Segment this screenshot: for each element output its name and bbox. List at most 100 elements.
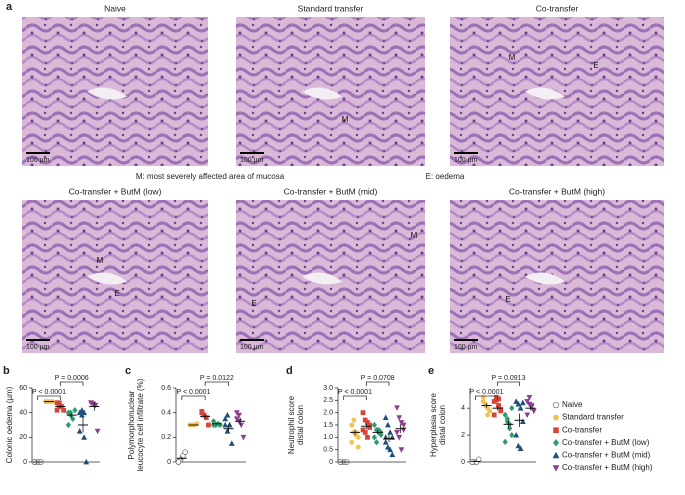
legend-label: Co-transfer + ButM (high) — [562, 463, 653, 472]
y-tick-label: 2 — [461, 432, 465, 439]
y-axis-label: Colonic oedema (µm) — [5, 386, 14, 463]
data-point — [360, 410, 366, 416]
y-tick-label: 60 — [19, 385, 27, 392]
data-point — [513, 398, 520, 404]
y-tick-label: 0.2 — [161, 434, 171, 441]
y-axis-label: leucocyte cell infiltrate (%) — [136, 378, 145, 471]
data-point — [65, 421, 72, 429]
scale-bar — [240, 339, 264, 341]
data-point — [526, 395, 533, 401]
y-tick-label: 20 — [19, 434, 27, 441]
y-tick-label: 1.0 — [323, 434, 333, 441]
data-point — [367, 422, 373, 428]
significance-bracket — [343, 395, 367, 400]
data-point — [72, 407, 78, 414]
region-mark: E — [593, 61, 598, 70]
data-point — [222, 415, 229, 422]
data-point — [553, 427, 559, 433]
data-point — [528, 403, 535, 409]
data-point — [365, 420, 370, 425]
scale-bar — [454, 339, 478, 341]
y-axis-label: Polymorphonuclear — [127, 390, 136, 459]
panel-letter: a — [6, 1, 13, 13]
scale-bar — [240, 152, 264, 154]
data-point — [394, 405, 400, 411]
data-point — [469, 459, 475, 465]
p-value: P = 0.0708 — [361, 375, 395, 382]
data-point — [396, 415, 403, 421]
lumen — [87, 87, 128, 100]
y-tick-label: 40 — [19, 410, 27, 417]
panel-letter: b — [3, 365, 10, 377]
y-tick-label: 0 — [329, 459, 333, 466]
histology-image — [450, 200, 664, 353]
data-point — [210, 418, 217, 425]
p-value: P = 0.0122 — [200, 375, 234, 382]
data-point — [504, 415, 511, 423]
data-point — [513, 431, 520, 438]
lumen — [524, 272, 565, 285]
region-mark: E — [251, 299, 256, 308]
data-point — [201, 412, 207, 418]
data-point — [61, 407, 67, 413]
data-point — [81, 434, 87, 440]
y-tick-label: 1.5 — [323, 422, 333, 429]
data-point — [199, 409, 205, 414]
data-point — [56, 400, 62, 406]
data-point — [517, 445, 524, 451]
data-point — [240, 434, 247, 441]
significance-bracket — [204, 381, 229, 386]
data-point — [552, 465, 560, 472]
data-point — [398, 447, 405, 453]
y-axis-label: distal colon — [296, 405, 305, 445]
data-point — [387, 446, 393, 453]
data-point — [94, 428, 101, 435]
panel-letter: c — [125, 365, 131, 377]
data-point — [222, 421, 229, 428]
histology-image — [450, 17, 664, 166]
data-point — [355, 444, 361, 450]
y-tick-label: 0.6 — [161, 385, 171, 392]
image-title: Co-transfer + ButM (low) — [69, 186, 162, 196]
data-point — [530, 408, 537, 414]
data-point — [378, 431, 384, 438]
data-point — [217, 421, 223, 429]
significance-bracket — [475, 395, 498, 400]
data-point — [389, 451, 396, 457]
data-point — [519, 418, 526, 425]
region-mark: M — [342, 115, 349, 124]
scale-label: 100 µm — [26, 157, 50, 164]
data-point — [228, 440, 235, 446]
data-point — [485, 412, 490, 418]
data-point — [351, 417, 357, 423]
legend-label: Naive — [562, 400, 583, 409]
scale-bar — [26, 339, 50, 341]
data-point — [83, 458, 90, 465]
data-point — [515, 401, 522, 407]
y-tick-label: 4 — [461, 405, 465, 412]
data-point — [552, 439, 560, 447]
y-axis-label: Neutrophil score — [287, 395, 296, 454]
image-title: Naive — [104, 3, 126, 13]
region-mark: M — [509, 53, 516, 62]
data-point — [362, 417, 368, 423]
data-point — [502, 411, 508, 419]
lumen — [302, 87, 343, 100]
scale-label: 100 µm — [240, 157, 264, 164]
p-value: P < 0.0001 — [338, 389, 372, 396]
p-value: P < 0.0001 — [470, 389, 504, 396]
data-point — [226, 421, 233, 428]
region-mark: M — [97, 256, 104, 265]
lumen — [302, 272, 343, 285]
legend-label: Co-transfer + ButM (mid) — [562, 451, 651, 460]
caption: E: oedema — [426, 172, 465, 181]
data-point — [498, 407, 504, 412]
p-value: P = 0.0913 — [492, 375, 526, 382]
image-title: Co-transfer — [536, 3, 579, 13]
data-point — [353, 432, 359, 438]
data-point — [524, 412, 531, 419]
caption: M: most severely affected area of mucosa — [136, 172, 285, 181]
data-point — [394, 430, 400, 436]
data-point — [349, 439, 355, 445]
image-title: Standard transfer — [298, 3, 364, 13]
